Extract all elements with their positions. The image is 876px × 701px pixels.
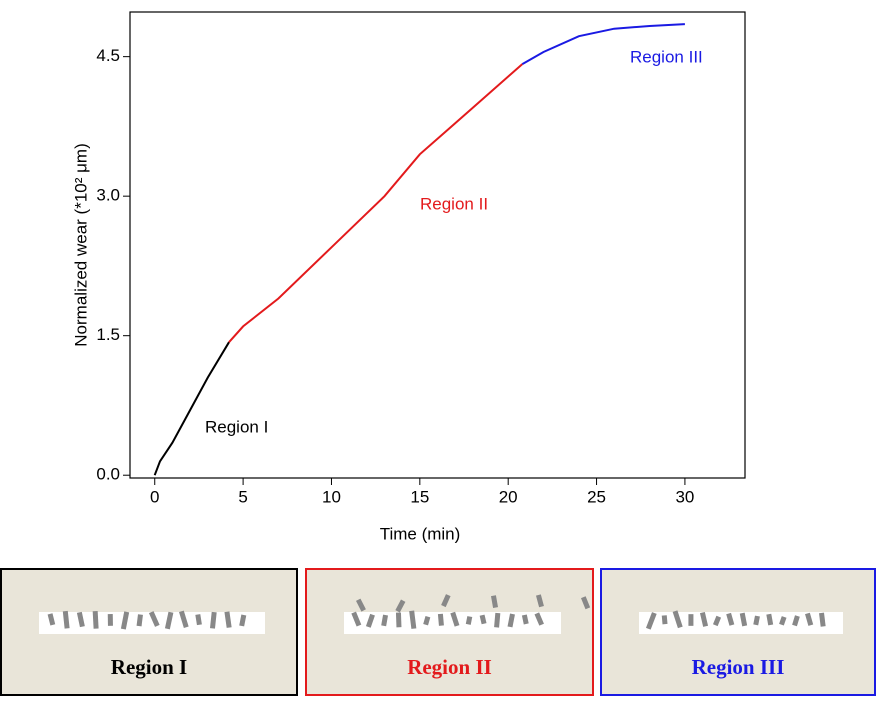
particle [395, 599, 406, 613]
particle [441, 594, 451, 608]
particle [47, 613, 56, 626]
y-tick-label: 4.5 [96, 46, 120, 65]
particle [507, 613, 515, 628]
particle [521, 614, 529, 625]
particle [92, 610, 99, 629]
series-label: Region I [205, 417, 268, 436]
x-tick-label: 30 [675, 487, 694, 506]
particle [178, 610, 189, 628]
y-tick-label: 0.0 [96, 465, 120, 484]
particle [395, 612, 402, 628]
particle [381, 614, 389, 627]
particle [645, 612, 657, 630]
particle [465, 616, 473, 625]
particle [120, 611, 130, 630]
particle [479, 614, 487, 625]
x-tick-label: 10 [322, 487, 341, 506]
particle [355, 598, 366, 612]
particle [819, 612, 826, 627]
x-tick-label: 15 [410, 487, 429, 506]
x-tick-label: 25 [587, 487, 606, 506]
particle [672, 610, 683, 629]
particle [423, 615, 431, 626]
particle [661, 615, 668, 625]
particle [437, 613, 444, 626]
particle [409, 610, 417, 629]
x-tick-label: 0 [150, 487, 159, 506]
series-line [521, 23, 685, 65]
particle [351, 611, 362, 627]
series-line [153, 341, 230, 476]
particle [534, 612, 544, 626]
y-tick-label: 3.0 [96, 186, 120, 205]
particle [239, 614, 247, 627]
particle [739, 612, 748, 627]
particle [494, 612, 501, 628]
series-label: Region III [630, 47, 703, 66]
panel-label: Region I [111, 655, 187, 679]
particle [753, 615, 760, 626]
particle [805, 612, 814, 626]
particle [148, 611, 160, 627]
series-line [228, 63, 523, 343]
particle [164, 611, 174, 630]
particle [491, 595, 499, 608]
particle [726, 612, 735, 626]
x-tick-label: 20 [499, 487, 518, 506]
series-label: Region II [420, 194, 488, 213]
particle [779, 616, 787, 626]
particle [580, 596, 591, 610]
particle [699, 611, 709, 627]
particle [712, 615, 722, 627]
particle [210, 611, 217, 629]
x-tick-label: 5 [238, 487, 247, 506]
particle [62, 610, 70, 629]
particle [365, 613, 375, 628]
panel-label: Region III [692, 655, 785, 679]
particle [224, 611, 232, 628]
particle [195, 614, 202, 626]
particle [136, 614, 143, 627]
particle [766, 613, 774, 626]
y-axis-label: Normalized wear (*10² μm) [71, 143, 90, 346]
panel-label: Region II [407, 655, 492, 679]
particle [450, 611, 460, 627]
plot-frame [129, 11, 746, 479]
x-axis-label: Time (min) [380, 524, 461, 543]
particle [107, 614, 113, 626]
particle [688, 614, 694, 626]
particle [536, 594, 544, 608]
y-tick-label: 1.5 [96, 325, 120, 344]
particle [792, 615, 800, 627]
particle [76, 611, 85, 628]
